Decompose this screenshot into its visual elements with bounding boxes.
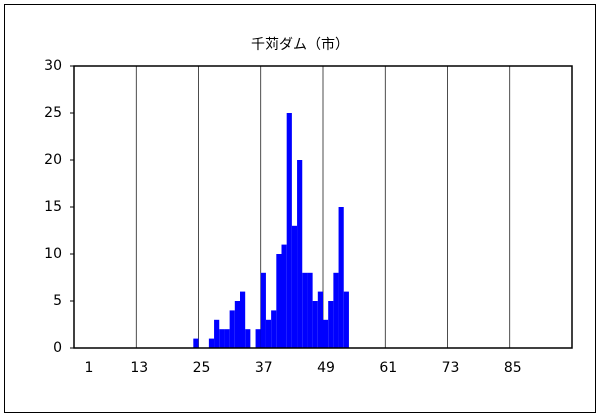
bar — [343, 291, 349, 348]
bar — [260, 272, 266, 348]
bar — [245, 329, 251, 348]
plot-border — [73, 65, 573, 349]
x-tick-label: 37 — [255, 360, 273, 376]
bar — [291, 225, 298, 348]
y-tick-label: 15 — [44, 199, 62, 215]
bar — [307, 272, 313, 348]
x-tick-label: 49 — [317, 360, 335, 376]
bar — [240, 291, 246, 348]
x-tick-label: 25 — [193, 360, 211, 376]
bar — [286, 113, 292, 348]
bar — [255, 329, 261, 348]
bar — [276, 254, 282, 348]
bar — [302, 272, 308, 348]
bar — [219, 329, 225, 348]
bar — [193, 338, 199, 348]
y-tick-label: 10 — [44, 246, 62, 262]
y-tick-label: 5 — [53, 293, 62, 309]
x-tick-label: 85 — [504, 360, 522, 376]
bar — [297, 160, 303, 348]
bar — [229, 310, 235, 348]
bar — [224, 329, 230, 348]
x-tick-label: 61 — [379, 360, 397, 376]
bar — [208, 338, 215, 348]
chart-title: 千苅ダム（市） — [251, 36, 349, 53]
y-tick-label: 30 — [44, 58, 62, 74]
bar — [281, 244, 287, 348]
bar — [338, 207, 344, 348]
bar — [328, 301, 334, 348]
x-tick-label: 73 — [442, 360, 460, 376]
bar — [271, 310, 277, 348]
bar — [214, 319, 220, 348]
bar — [333, 272, 339, 348]
bar — [317, 291, 323, 348]
bar — [265, 319, 272, 348]
y-tick-label: 20 — [44, 152, 62, 168]
y-tick-label: 25 — [44, 105, 62, 121]
y-tick-label: 0 — [53, 340, 62, 356]
x-tick-label: 13 — [130, 360, 148, 376]
bar — [323, 319, 329, 348]
bar — [234, 301, 240, 348]
x-tick-label: 1 — [85, 360, 94, 376]
bar — [312, 301, 318, 348]
